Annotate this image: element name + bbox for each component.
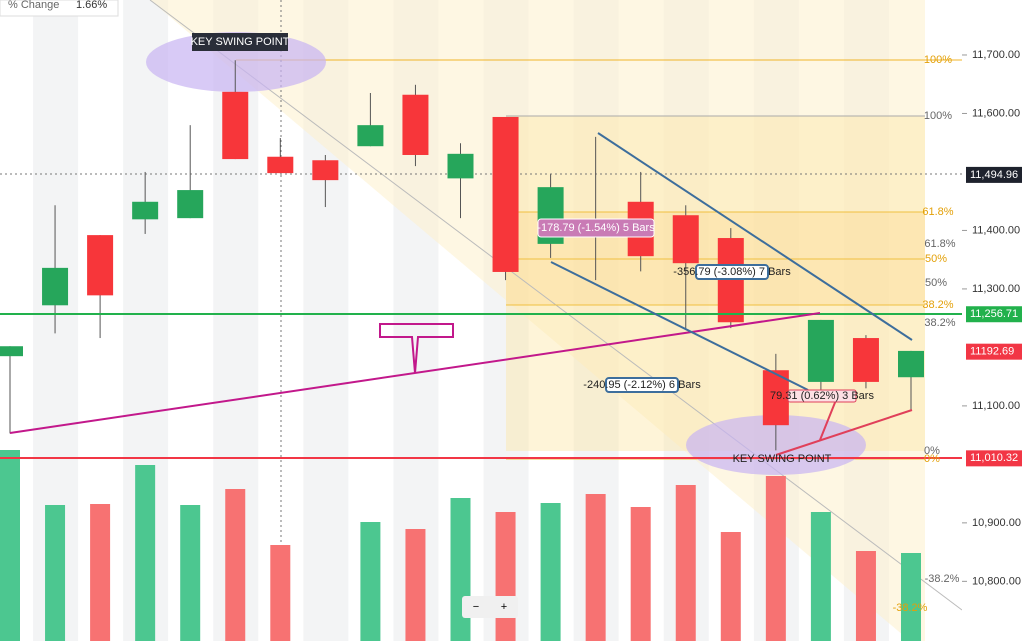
price-badge	[966, 343, 1022, 360]
candle-body	[852, 338, 879, 382]
y-tick-label: 11,600.00	[972, 107, 1020, 119]
wedge	[775, 399, 913, 456]
annotation: -356.79 (-3.08%) 7 Bars	[673, 266, 791, 278]
annotation: -240.95 (-2.12%) 6 Bars	[583, 379, 701, 391]
price-badge-label: 11,010.32	[970, 452, 1018, 464]
y-tick-label: 11,700.00	[972, 49, 1020, 61]
candle-body	[132, 201, 159, 220]
volume-bar	[45, 505, 66, 641]
fib-label: 100%	[924, 110, 952, 122]
fib-label: 50%	[925, 277, 947, 289]
fib-label: 0%	[924, 445, 940, 457]
volume-bar	[630, 507, 651, 641]
price-badge	[966, 450, 1022, 467]
zoom-bar	[462, 596, 518, 618]
price-badge	[966, 166, 1022, 183]
volume-bar	[270, 545, 291, 641]
annotation: KEY SWING POINT	[191, 36, 290, 48]
fib-label: 0%	[924, 453, 940, 465]
price-badge-label: 11,256.71	[970, 308, 1018, 320]
volume	[0, 450, 921, 641]
volume-bar	[720, 532, 741, 641]
price-badge-label: 11192.69	[970, 346, 1014, 358]
candle-body	[42, 267, 69, 306]
volume-bar	[855, 551, 876, 641]
volume-bar	[0, 450, 20, 641]
candle-body	[267, 156, 294, 174]
price-badge	[966, 306, 1022, 323]
volume-bar	[360, 522, 381, 641]
price-badge-label: 11,494.96	[970, 169, 1018, 181]
y-tick-label: 11,300.00	[972, 283, 1020, 295]
label-box	[192, 33, 288, 51]
candle-body	[357, 125, 384, 147]
callout	[379, 323, 454, 374]
volume-bar	[405, 529, 426, 641]
volume-bar	[135, 465, 156, 641]
info-value: 1.66%	[76, 0, 107, 11]
candle-body	[222, 91, 249, 160]
label-box	[787, 389, 857, 403]
label-box	[537, 218, 655, 238]
zoom-in[interactable]: +	[501, 601, 507, 613]
volume-bar	[585, 494, 606, 641]
fib-label: 50%	[925, 253, 947, 265]
fib-label: -38.2%	[893, 602, 928, 614]
fib-label: 100%	[924, 54, 952, 66]
volume-bar	[810, 512, 831, 641]
candle-body	[177, 190, 204, 219]
fib-label: 38.2%	[922, 299, 953, 311]
volume-bar	[180, 505, 201, 641]
volume-bar	[765, 476, 786, 641]
label-box	[695, 264, 769, 280]
fib-zone	[150, 0, 925, 641]
info-label: % Change	[8, 0, 59, 11]
candle-body	[447, 153, 474, 179]
fib-label: 38.2%	[924, 317, 955, 329]
channel	[550, 132, 913, 391]
annotation: -178.79 (-1.54%) 5 Bars	[537, 222, 655, 234]
candle-body	[402, 94, 429, 155]
volume-bar	[901, 553, 921, 641]
candle-body	[717, 238, 744, 323]
y-tick-label: 10,900.00	[972, 517, 1021, 529]
candle-body	[898, 350, 924, 378]
volume-bar	[540, 503, 561, 641]
volume-bar	[495, 512, 516, 641]
candle-body	[0, 346, 23, 357]
y-tick-label: 11,100.00	[972, 400, 1020, 412]
zoom-out[interactable]: −	[473, 601, 479, 613]
annotation: KEY SWING POINT	[733, 453, 832, 465]
candle-body	[87, 235, 114, 296]
candle-body	[492, 116, 519, 272]
fib-label: 61.8%	[922, 206, 953, 218]
volume-bar	[225, 489, 246, 641]
label-box	[605, 377, 679, 393]
candle-body	[807, 319, 834, 382]
y-tick-label: 10,800.00	[972, 575, 1021, 587]
candle-body	[312, 160, 339, 181]
annotations: KEY SWING POINT KEY SWING POINT -178.79 (-…	[191, 33, 960, 614]
volume-bar	[675, 485, 696, 641]
volume-bar	[450, 498, 471, 641]
annotation: 79.31 (0.62%) 3 Bars	[770, 390, 874, 402]
candle-body	[672, 215, 699, 264]
y-tick-label: 11,400.00	[972, 224, 1020, 236]
info-box	[0, 0, 119, 17]
volume-bar	[90, 504, 111, 641]
fib-label: 61.8%	[924, 238, 955, 250]
fib-label: -38.2%	[925, 573, 960, 585]
